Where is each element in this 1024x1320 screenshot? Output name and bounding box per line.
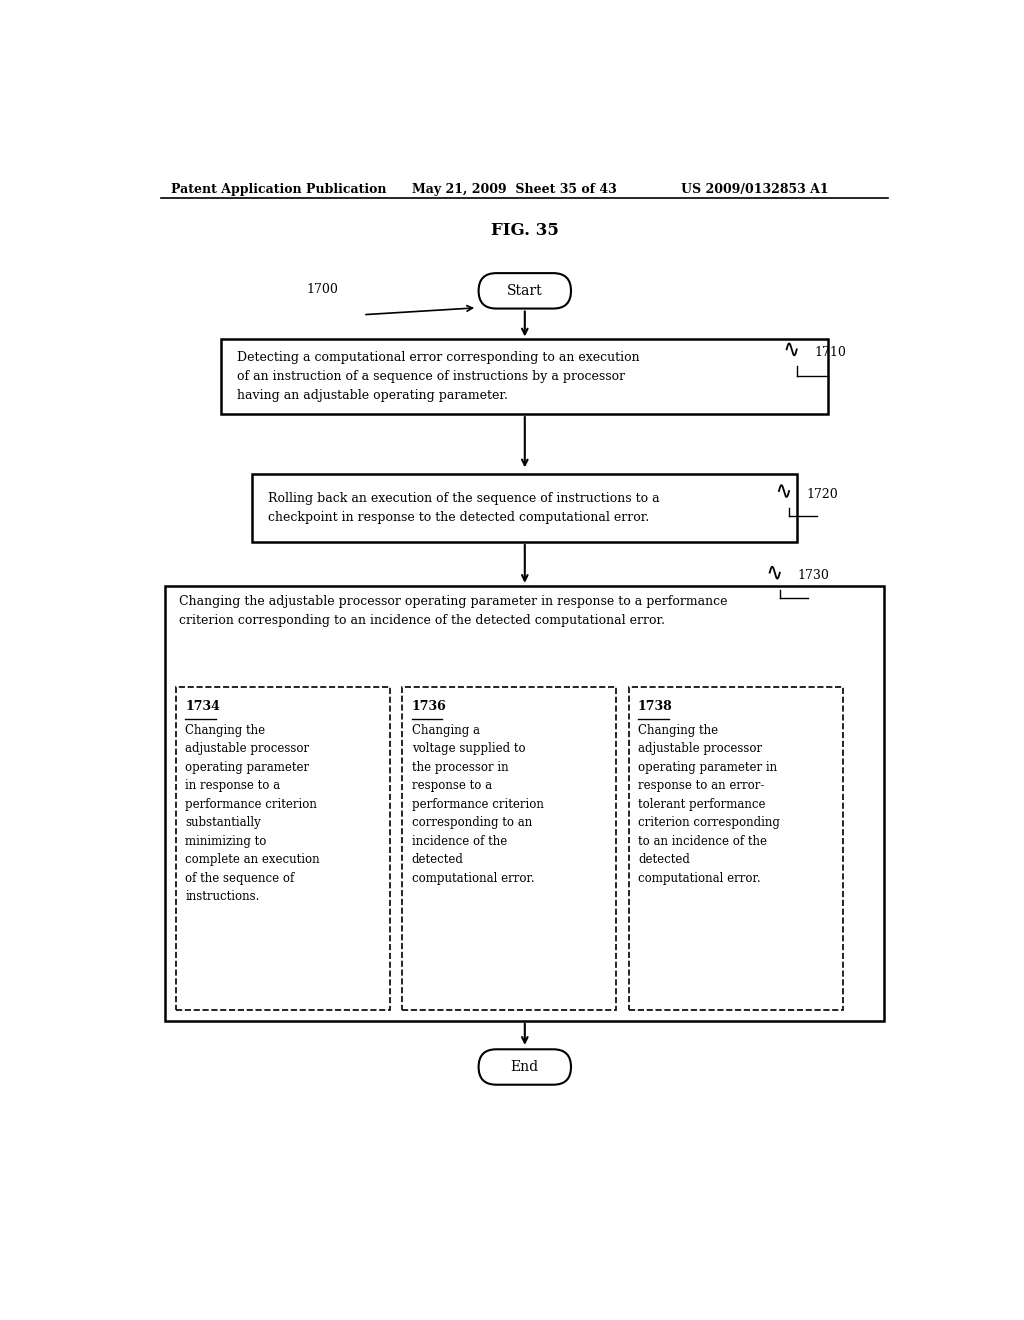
Text: US 2009/0132853 A1: US 2009/0132853 A1 — [681, 183, 828, 197]
Bar — [221, 339, 828, 414]
Text: 1738: 1738 — [638, 701, 673, 714]
Text: 1734: 1734 — [185, 701, 220, 714]
Text: 1736: 1736 — [412, 701, 446, 714]
Text: 1720: 1720 — [807, 487, 839, 500]
Bar — [176, 686, 390, 1010]
Text: Changing the adjustable processor operating parameter in response to a performan: Changing the adjustable processor operat… — [179, 595, 728, 627]
Text: 1700: 1700 — [306, 282, 338, 296]
Text: Changing the
adjustable processor
operating parameter
in response to a
performan: Changing the adjustable processor operat… — [185, 723, 319, 903]
Text: Detecting a computational error corresponding to an execution
of an instruction : Detecting a computational error correspo… — [237, 351, 639, 403]
Text: Start: Start — [507, 284, 543, 298]
Text: End: End — [511, 1060, 539, 1074]
Bar — [629, 686, 843, 1010]
Text: May 21, 2009  Sheet 35 of 43: May 21, 2009 Sheet 35 of 43 — [412, 183, 616, 197]
Text: Patent Application Publication: Patent Application Publication — [171, 183, 386, 197]
Text: Changing the
adjustable processor
operating parameter in
response to an error-
t: Changing the adjustable processor operat… — [638, 723, 780, 884]
FancyBboxPatch shape — [478, 273, 571, 309]
Text: Changing a
voltage supplied to
the processor in
response to a
performance criter: Changing a voltage supplied to the proce… — [412, 723, 544, 884]
Bar — [252, 474, 798, 543]
Text: Rolling back an execution of the sequence of instructions to a
checkpoint in res: Rolling back an execution of the sequenc… — [267, 492, 659, 524]
Bar — [165, 586, 885, 1020]
Text: 1710: 1710 — [814, 346, 846, 359]
Bar — [402, 686, 616, 1010]
FancyBboxPatch shape — [478, 1049, 571, 1085]
Text: 1730: 1730 — [798, 569, 829, 582]
Text: FIG. 35: FIG. 35 — [490, 222, 559, 239]
